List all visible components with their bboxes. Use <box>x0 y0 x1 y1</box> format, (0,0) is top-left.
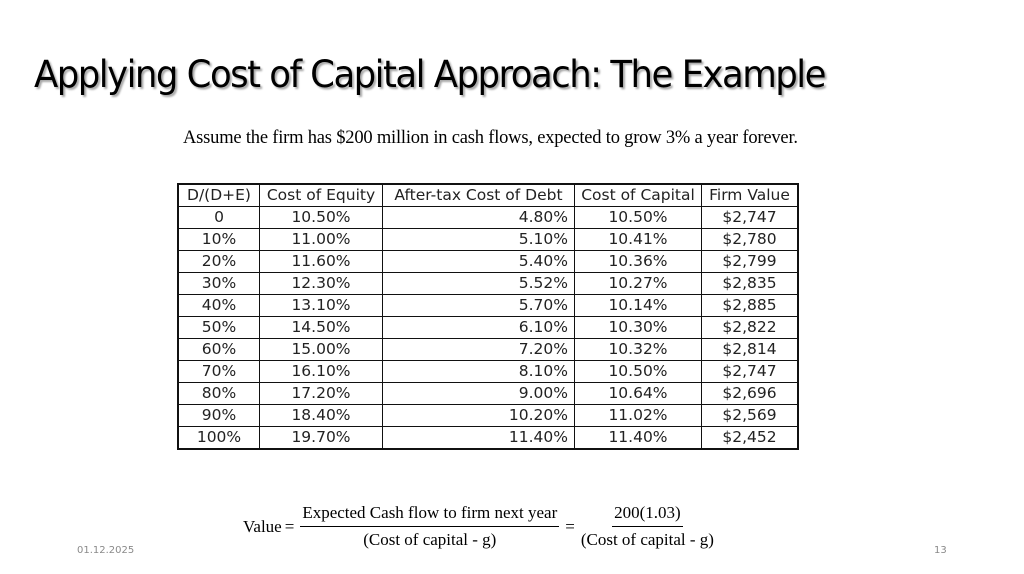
cell-cost-of-equity: 19.70% <box>259 426 383 450</box>
cell-firm-value: $2,452 <box>701 426 799 450</box>
cell-debt-ratio: 0 <box>177 206 260 229</box>
table-row: 10% 11.00% 5.10% 10.41% $2,780 <box>177 228 799 251</box>
cell-cost-of-capital: 10.30% <box>574 316 702 339</box>
cell-after-tax-cost-of-debt: 6.10% <box>382 316 575 339</box>
formula-fraction-general: Expected Cash flow to firm next year (Co… <box>300 503 560 550</box>
cell-after-tax-cost-of-debt: 7.20% <box>382 338 575 361</box>
cell-cost-of-capital: 10.32% <box>574 338 702 361</box>
cell-cost-of-equity: 13.10% <box>259 294 383 317</box>
table-row: 30% 12.30% 5.52% 10.27% $2,835 <box>177 272 799 295</box>
cell-debt-ratio: 60% <box>177 338 260 361</box>
formula-equals: = <box>284 516 295 536</box>
cell-after-tax-cost-of-debt: 10.20% <box>382 404 575 427</box>
table-row: 20% 11.60% 5.40% 10.36% $2,799 <box>177 250 799 273</box>
cell-cost-of-capital: 10.41% <box>574 228 702 251</box>
cell-after-tax-cost-of-debt: 5.10% <box>382 228 575 251</box>
slide-title: Applying Cost of Capital Approach: The E… <box>34 53 826 96</box>
cell-after-tax-cost-of-debt: 11.40% <box>382 426 575 450</box>
cell-firm-value: $2,747 <box>701 360 799 383</box>
cell-debt-ratio: 80% <box>177 382 260 405</box>
fraction-numerator: 200(1.03) <box>612 503 683 527</box>
cell-cost-of-equity: 11.00% <box>259 228 383 251</box>
table-header-row: D/(D+E) Cost of Equity After-tax Cost of… <box>177 183 799 207</box>
cell-debt-ratio: 100% <box>177 426 260 450</box>
cell-cost-of-equity: 11.60% <box>259 250 383 273</box>
header-debt-ratio: D/(D+E) <box>177 183 260 207</box>
cost-of-capital-table: D/(D+E) Cost of Equity After-tax Cost of… <box>177 183 799 450</box>
cell-debt-ratio: 10% <box>177 228 260 251</box>
cell-debt-ratio: 50% <box>177 316 260 339</box>
cell-debt-ratio: 70% <box>177 360 260 383</box>
cell-debt-ratio: 40% <box>177 294 260 317</box>
cell-cost-of-capital: 11.40% <box>574 426 702 450</box>
cell-after-tax-cost-of-debt: 5.40% <box>382 250 575 273</box>
table-row: 70% 16.10% 8.10% 10.50% $2,747 <box>177 360 799 383</box>
table-row: 100% 19.70% 11.40% 11.40% $2,452 <box>177 426 799 450</box>
cell-cost-of-equity: 17.20% <box>259 382 383 405</box>
cell-firm-value: $2,569 <box>701 404 799 427</box>
cell-cost-of-capital: 10.14% <box>574 294 702 317</box>
cell-after-tax-cost-of-debt: 5.70% <box>382 294 575 317</box>
header-firm-value: Firm Value <box>701 183 799 207</box>
formula-equals: = <box>565 516 575 536</box>
valuation-formula: Value = Expected Cash flow to firm next … <box>243 503 717 550</box>
cell-cost-of-capital: 10.50% <box>574 206 702 229</box>
fraction-numerator: Expected Cash flow to firm next year <box>300 503 560 527</box>
cell-firm-value: $2,885 <box>701 294 799 317</box>
header-after-tax-cost-of-debt: After-tax Cost of Debt <box>382 183 575 207</box>
cell-debt-ratio: 20% <box>177 250 260 273</box>
cell-debt-ratio: 30% <box>177 272 260 295</box>
header-cost-of-equity: Cost of Equity <box>259 183 383 207</box>
cell-firm-value: $2,799 <box>701 250 799 273</box>
footer-date: 01.12.2025 <box>77 545 135 556</box>
cell-after-tax-cost-of-debt: 8.10% <box>382 360 575 383</box>
cell-cost-of-equity: 10.50% <box>259 206 383 229</box>
cell-cost-of-capital: 10.64% <box>574 382 702 405</box>
cell-cost-of-capital: 10.36% <box>574 250 702 273</box>
cell-cost-of-capital: 10.50% <box>574 360 702 383</box>
cell-after-tax-cost-of-debt: 4.80% <box>382 206 575 229</box>
cell-firm-value: $2,822 <box>701 316 799 339</box>
slide-page-number: 13 <box>934 545 947 556</box>
cell-firm-value: $2,747 <box>701 206 799 229</box>
cell-cost-of-equity: 16.10% <box>259 360 383 383</box>
table-row: 90% 18.40% 10.20% 11.02% $2,569 <box>177 404 799 427</box>
cell-after-tax-cost-of-debt: 5.52% <box>382 272 575 295</box>
fraction-denominator: (Cost of capital - g) <box>580 530 714 549</box>
cell-firm-value: $2,696 <box>701 382 799 405</box>
formula-lhs: Value <box>243 516 282 536</box>
cell-cost-of-equity: 14.50% <box>259 316 383 339</box>
table-row: 60% 15.00% 7.20% 10.32% $2,814 <box>177 338 799 361</box>
cell-cost-of-capital: 10.27% <box>574 272 702 295</box>
table-row: 80% 17.20% 9.00% 10.64% $2,696 <box>177 382 799 405</box>
slide-subtitle: Assume the firm has $200 million in cash… <box>183 128 798 148</box>
formula-fraction-specific: 200(1.03) (Cost of capital - g) <box>581 503 714 550</box>
fraction-denominator: (Cost of capital - g) <box>363 530 497 549</box>
table-row: 40% 13.10% 5.70% 10.14% $2,885 <box>177 294 799 317</box>
cell-cost-of-equity: 12.30% <box>259 272 383 295</box>
cell-firm-value: $2,814 <box>701 338 799 361</box>
cell-firm-value: $2,780 <box>701 228 799 251</box>
cell-firm-value: $2,835 <box>701 272 799 295</box>
cell-cost-of-capital: 11.02% <box>574 404 702 427</box>
table-row: 0 10.50% 4.80% 10.50% $2,747 <box>177 206 799 229</box>
table-row: 50% 14.50% 6.10% 10.30% $2,822 <box>177 316 799 339</box>
cell-debt-ratio: 90% <box>177 404 260 427</box>
cell-after-tax-cost-of-debt: 9.00% <box>382 382 575 405</box>
header-cost-of-capital: Cost of Capital <box>574 183 702 207</box>
cell-cost-of-equity: 18.40% <box>259 404 383 427</box>
cell-cost-of-equity: 15.00% <box>259 338 383 361</box>
